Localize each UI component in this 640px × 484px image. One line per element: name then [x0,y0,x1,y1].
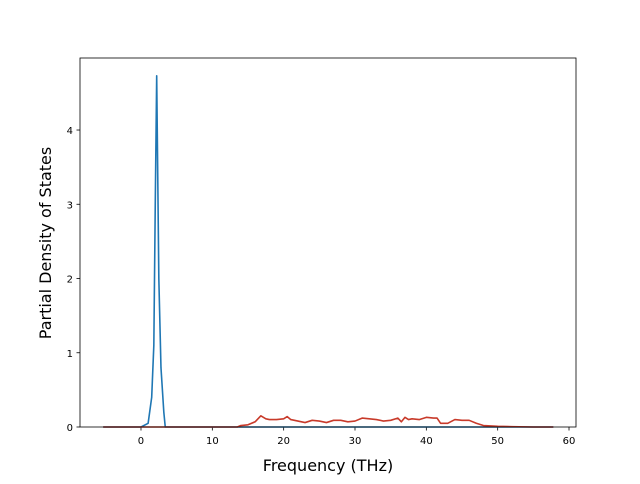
y-tick-label: 3 [67,200,73,211]
plot-frame [79,57,577,428]
x-tick-label: 60 [563,436,576,447]
y-tick-label: 1 [67,349,73,360]
x-axis-label: Frequency (THz) [263,456,393,475]
data-line [103,415,554,428]
y-tick-label: 0 [67,423,73,434]
x-tick-label: 30 [349,436,362,447]
data-line [103,75,554,428]
x-tick-label: 20 [277,436,290,447]
x-tick-label: 10 [206,436,219,447]
y-tick-label: 2 [67,275,73,286]
x-tick-label: 40 [420,436,433,447]
y-axis-label: Partial Density of States [36,147,55,339]
x-tick-label: 50 [491,436,504,447]
y-tick-label: 4 [67,126,73,137]
x-tick-label: 0 [138,436,144,447]
